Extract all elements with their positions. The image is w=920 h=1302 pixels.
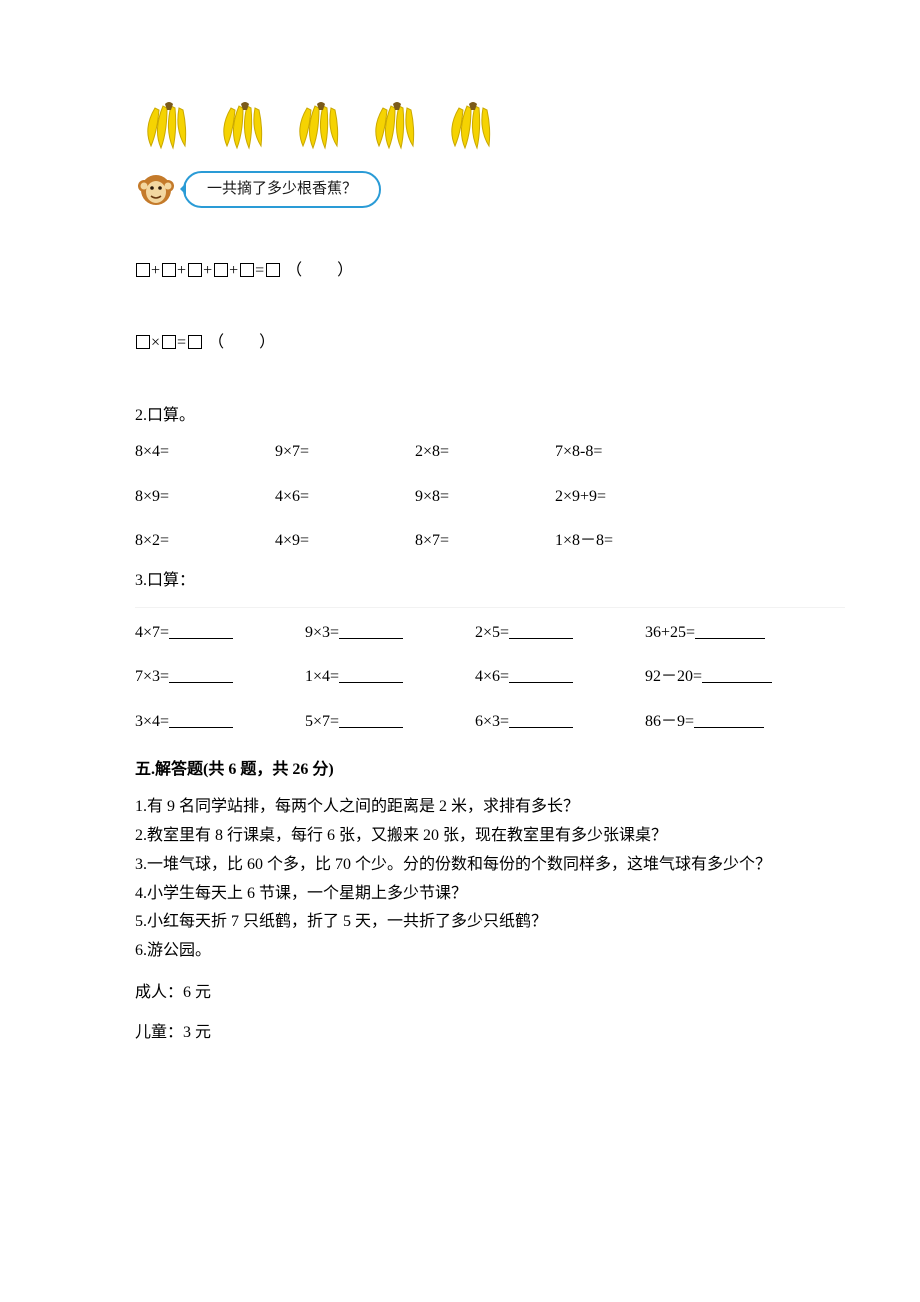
answer-blank — [339, 669, 403, 683]
question-line: 4.小学生每天上 6 节课，一个星期上多少节课？ — [135, 882, 845, 907]
calc-cell: 4×6= — [275, 486, 415, 508]
problem2-grid: 8×4=9×7=2×8=7×8-8= 8×9=4×6=9×8=2×9+9= 8×2=… — [135, 441, 845, 552]
calc-cell: 9×8= — [415, 486, 555, 508]
calc-cell: 86－9= — [645, 711, 825, 733]
calc-cell: 6×3= — [475, 711, 645, 733]
answer-blank — [509, 669, 573, 683]
answer-blank — [169, 714, 233, 728]
question-list: 1.有 9 名同学站排，每两个人之间的距离是 2 米，求排有多长？ 2.教室里有 … — [135, 795, 845, 964]
answer-blank — [509, 714, 573, 728]
calc-cell: 8×9= — [135, 486, 275, 508]
price-adult: 成人：6 元 — [135, 982, 845, 1004]
speech-text: 一共摘了多少根香蕉？ — [207, 181, 357, 197]
section5-title: 五.解答题(共 6 题，共 26 分) — [135, 759, 845, 781]
question-line: 6.游公园。 — [135, 939, 845, 964]
calc-cell: 36+25= — [645, 622, 825, 644]
problem3-grid: 4×7=9×3=2×5=36+25= 7×3=1×4=4×6= 92－20= 3×4… — [135, 622, 845, 733]
price-child: 儿童：3 元 — [135, 1022, 845, 1044]
question-line: 1.有 9 名同学站排，每两个人之间的距离是 2 米，求排有多长？ — [135, 795, 845, 820]
problem2-heading: 2.口算。 — [135, 405, 845, 427]
problem3-heading: 3.口算： — [135, 570, 845, 592]
calc-cell: 2×9+9= — [555, 486, 715, 508]
calc-cell: 7×3= — [135, 666, 305, 688]
calc-cell: 4×6= — [475, 666, 645, 688]
calc-cell: 3×4= — [135, 711, 305, 733]
calc-cell: 4×7= — [135, 622, 305, 644]
banana-bunch-icon — [439, 100, 507, 150]
calc-cell: 2×5= — [475, 622, 645, 644]
calc-cell: 8×2= — [135, 530, 275, 552]
mult-unit: （ ） — [208, 334, 276, 351]
calc-cell: 1×8－8= — [555, 530, 715, 552]
addition-unit: （ ） — [286, 262, 354, 279]
banana-row — [135, 100, 845, 150]
banana-bunch-icon — [211, 100, 279, 150]
answer-blank — [702, 669, 772, 683]
calc-cell: 1×4= — [305, 666, 475, 688]
calc-cell: 5×7= — [305, 711, 475, 733]
answer-blank — [695, 625, 765, 639]
speech-bubble: 一共摘了多少根香蕉？ — [183, 171, 381, 208]
question-line: 3.一堆气球，比 60 个多，比 70 个少。分的份数和每份的个数同样多，这堆气… — [135, 853, 845, 878]
banana-bunch-icon — [135, 100, 203, 150]
addition-equation: ++++= （ ） — [135, 260, 845, 282]
calc-cell: 2×8= — [415, 441, 555, 463]
question-line: 2.教室里有 8 行课桌，每行 6 张，又搬来 20 张，现在教室里有多少张课桌… — [135, 824, 845, 849]
answer-blank — [169, 625, 233, 639]
monkey-icon — [135, 168, 177, 210]
calc-cell: 9×3= — [305, 622, 475, 644]
monkey-speech-row: 一共摘了多少根香蕉？ — [135, 168, 845, 210]
calc-cell: 8×4= — [135, 441, 275, 463]
answer-blank — [339, 625, 403, 639]
calc-cell: 8×7= — [415, 530, 555, 552]
question-line: 5.小红每天折 7 只纸鹤，折了 5 天，一共折了多少只纸鹤？ — [135, 910, 845, 935]
banana-bunch-icon — [363, 100, 431, 150]
calc-cell: 4×9= — [275, 530, 415, 552]
answer-blank — [509, 625, 573, 639]
calc-cell: 92－20= — [645, 666, 825, 688]
banana-bunch-icon — [287, 100, 355, 150]
calc-cell: 7×8-8= — [555, 441, 715, 463]
answer-blank — [169, 669, 233, 683]
answer-blank — [694, 714, 764, 728]
answer-blank — [339, 714, 403, 728]
multiplication-equation: ×= （ ） — [135, 332, 845, 354]
calc-cell: 9×7= — [275, 441, 415, 463]
divider — [135, 607, 845, 608]
